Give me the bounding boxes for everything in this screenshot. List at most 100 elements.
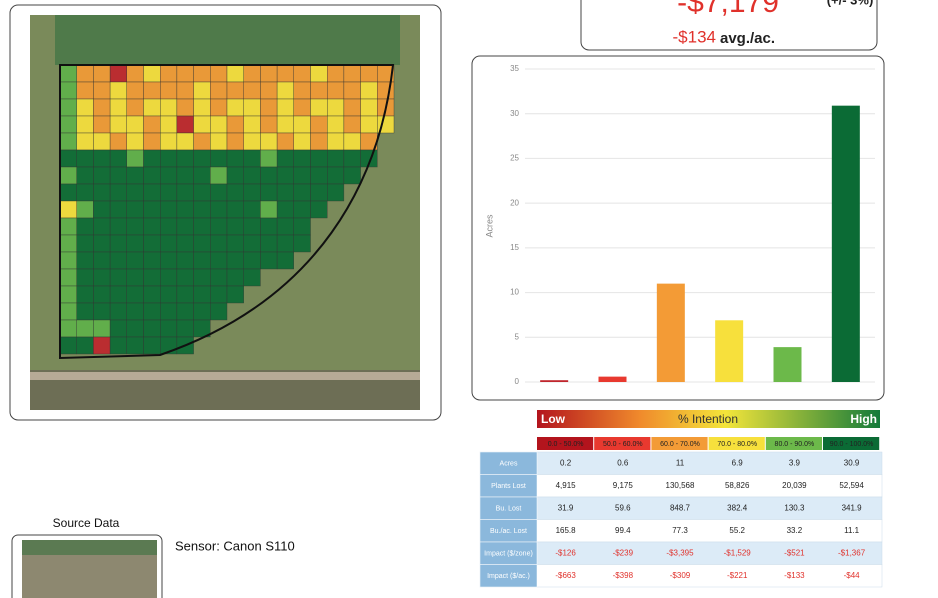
row-label: Bu. Lost bbox=[496, 505, 522, 512]
map-cell bbox=[243, 166, 261, 185]
map-cell bbox=[260, 200, 278, 219]
legend-title: % Intention bbox=[678, 412, 738, 426]
map-cell bbox=[226, 234, 244, 253]
map-cell bbox=[76, 200, 94, 219]
map-cell bbox=[93, 268, 111, 287]
map-cell bbox=[176, 149, 194, 168]
map-cell bbox=[143, 217, 161, 236]
table-cell: 341.9 bbox=[842, 504, 863, 513]
map-cell bbox=[176, 319, 194, 338]
map-cell bbox=[93, 98, 111, 117]
map-cell bbox=[260, 217, 278, 236]
map-cell bbox=[210, 132, 228, 151]
map-cell bbox=[176, 98, 194, 117]
map-cell bbox=[176, 302, 194, 321]
map-cell bbox=[176, 132, 194, 151]
map-cell bbox=[109, 200, 127, 219]
map-cell bbox=[243, 251, 261, 270]
map-cell bbox=[176, 234, 194, 253]
map-cell bbox=[210, 98, 228, 117]
map-cell bbox=[193, 234, 211, 253]
map-cell bbox=[243, 268, 261, 287]
map-cell bbox=[327, 183, 345, 202]
map-cell bbox=[176, 285, 194, 304]
map-cell bbox=[193, 251, 211, 270]
map-cell bbox=[159, 149, 178, 168]
map-cell bbox=[210, 285, 228, 304]
bar-chart: 0 5 10 15 20 25 30 35 bbox=[510, 64, 875, 386]
map-cell bbox=[310, 115, 328, 134]
map-cell bbox=[59, 217, 77, 236]
bar bbox=[773, 347, 802, 382]
map-cell bbox=[310, 81, 328, 100]
column-header-bg bbox=[537, 437, 594, 450]
map-cell bbox=[276, 98, 295, 117]
legend-low: Low bbox=[541, 412, 566, 426]
map-cell bbox=[327, 115, 345, 134]
map-cell bbox=[109, 81, 127, 100]
summary-panel bbox=[580, 0, 878, 51]
map-cell bbox=[176, 166, 194, 185]
map-cell bbox=[59, 268, 77, 287]
map-cell bbox=[210, 217, 228, 236]
map-cell bbox=[226, 183, 244, 202]
map-cell bbox=[293, 200, 311, 219]
map-cell bbox=[360, 81, 378, 100]
map-cell bbox=[76, 336, 94, 355]
map-cell bbox=[159, 285, 178, 304]
map-cell bbox=[109, 149, 127, 168]
map-cell bbox=[59, 251, 77, 270]
map-cell bbox=[109, 268, 127, 287]
table-cell: 848.7 bbox=[670, 504, 691, 513]
table-cell: 99.4 bbox=[615, 526, 631, 535]
table-cell: -$521 bbox=[784, 549, 805, 558]
map-cell bbox=[210, 166, 228, 185]
table-cell: 3.9 bbox=[789, 459, 801, 468]
table-cell: 11.1 bbox=[844, 526, 860, 535]
map-cell bbox=[126, 302, 144, 321]
map-cell bbox=[93, 251, 111, 270]
map-cell bbox=[343, 115, 361, 134]
map-cell bbox=[210, 234, 228, 253]
column-header-bg bbox=[765, 437, 822, 450]
map-cell bbox=[210, 183, 228, 202]
row-label: Impact ($/zone) bbox=[484, 550, 533, 557]
map-cell bbox=[93, 200, 111, 219]
total-impact: -$7,179 bbox=[677, 0, 779, 19]
bar bbox=[831, 105, 860, 382]
map-cell bbox=[260, 115, 278, 134]
map-cell bbox=[276, 132, 295, 151]
table-cell: -$126 bbox=[555, 549, 576, 558]
map-cell bbox=[210, 268, 228, 287]
source-field bbox=[22, 540, 157, 555]
map-cell bbox=[143, 183, 161, 202]
road-strip bbox=[30, 372, 420, 380]
map-cell bbox=[109, 217, 127, 236]
map-cell bbox=[93, 115, 111, 134]
map-cell bbox=[126, 166, 144, 185]
map-cell bbox=[126, 64, 144, 83]
map-cell bbox=[360, 64, 378, 83]
map-cell bbox=[293, 149, 311, 168]
table-cell: 55.2 bbox=[729, 526, 745, 535]
map-cell bbox=[343, 166, 361, 185]
map-cell bbox=[159, 234, 178, 253]
map-cell bbox=[76, 234, 94, 253]
map-cell bbox=[276, 200, 295, 219]
map-cell bbox=[176, 64, 194, 83]
table-cell: -$133 bbox=[784, 571, 805, 580]
map-cell bbox=[159, 268, 178, 287]
map-cell bbox=[159, 132, 178, 151]
map-cell bbox=[293, 115, 311, 134]
bar bbox=[598, 376, 627, 382]
map-cell bbox=[59, 200, 77, 219]
map-cell bbox=[143, 115, 161, 134]
source-title: Source Data bbox=[53, 516, 120, 530]
map-cell bbox=[327, 132, 345, 151]
map-cell bbox=[293, 234, 311, 253]
map-cell bbox=[126, 81, 144, 100]
y-tick-label: 30 bbox=[510, 109, 519, 118]
map-cell bbox=[176, 115, 194, 134]
map-cell bbox=[293, 81, 311, 100]
